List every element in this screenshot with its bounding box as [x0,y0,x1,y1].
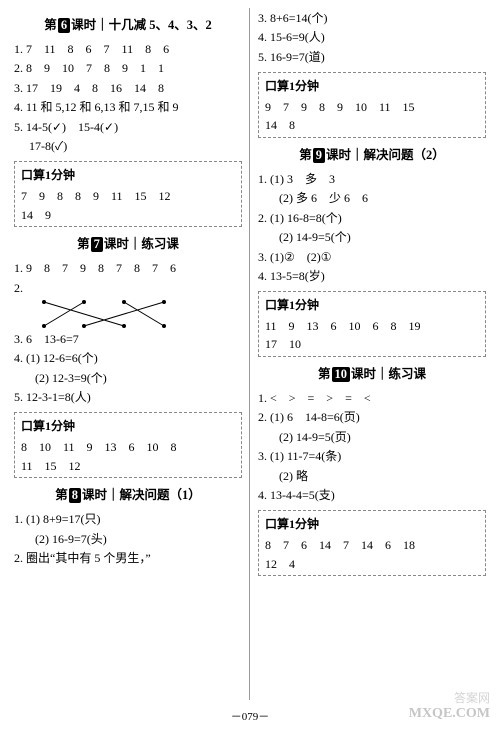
answer-line: 1. 7 11 8 6 7 11 8 6 [14,41,242,58]
kousuan-row: 7 9 8 8 9 11 15 12 [21,187,235,206]
lesson-prefix: 第 [55,488,68,502]
right-column: 3. 8+6=14(个) 4. 15-6=9(人) 5. 16-9=7(道) 口… [250,8,486,700]
matching-diagram [24,299,184,329]
kousuan-title: 口算1分钟 [265,296,479,315]
kousuan-row: 17 10 [265,335,479,354]
kousuan-row: 8 7 6 14 7 14 6 18 [265,536,479,555]
lesson-9-header: 第9课时｜解决问题（2） [258,144,486,163]
kousuan-row: 9 7 9 8 9 10 11 15 [265,98,479,117]
answer-line: 2. 8 9 10 7 8 9 1 1 [14,60,242,77]
kousuan-box: 口算1分钟 11 9 13 6 10 6 8 19 17 10 [258,291,486,357]
lesson-10-header: 第10课时｜练习课 [258,363,486,382]
answer-line: 1. (1) 3 多 3 [258,171,486,188]
answer-line: 1. < > = > = < [258,390,486,407]
kousuan-title: 口算1分钟 [21,417,235,436]
kousuan-title: 口算1分钟 [265,77,479,96]
kousuan-title: 口算1分钟 [265,515,479,534]
answer-line: 17-8(✓) [14,138,242,155]
answer-line: 3. (1) 11-7=4(条) [258,448,486,465]
lesson-prefix: 第 [299,148,312,162]
kousuan-row: 14 9 [21,206,235,225]
kousuan-row: 11 9 13 6 10 6 8 19 [265,317,479,336]
watermark-url: MXQE.COM [409,706,490,722]
answer-line: 4. 15-6=9(人) [258,29,486,46]
lesson-title: 课时｜练习课 [104,237,179,251]
kousuan-box: 口算1分钟 9 7 9 8 9 10 11 15 14 8 [258,72,486,138]
answer-line: 4. 13-5=8(岁) [258,268,486,285]
answer-line: 2. (1) 6 14-8=6(页) [258,409,486,426]
lesson-title: 课时｜解决问题（1） [82,488,201,502]
lesson-6-header: 第6课时｜十几减 5、4、3、2 [14,14,242,33]
kousuan-row: 12 4 [265,555,479,574]
answer-line: (2) 多 6 少 6 6 [258,190,486,207]
lesson-title: 课时｜练习课 [351,367,426,381]
watermark-text: 答案网 [454,689,490,706]
answer-line: 1. (1) 8+9=17(只) [14,511,242,528]
kousuan-box: 口算1分钟 7 9 8 8 9 11 15 12 14 9 [14,161,242,227]
answer-line: (2) 16-9=7(头) [14,531,242,548]
answer-line: 2. (1) 16-8=8(个) [258,210,486,227]
lesson-7-header: 第7课时｜练习课 [14,233,242,252]
lesson-title: 课时｜解决问题（2） [326,148,445,162]
kousuan-row: 8 10 11 9 13 6 10 8 [21,438,235,457]
lesson-title: 课时｜十几减 5、4、3、2 [71,18,212,32]
left-column: 第6课时｜十几减 5、4、3、2 1. 7 11 8 6 7 11 8 6 2.… [14,8,250,700]
lesson-number: 7 [91,237,103,252]
kousuan-box: 口算1分钟 8 7 6 14 7 14 6 18 12 4 [258,510,486,576]
answer-line: 3. 6 13-6=7 [14,331,242,348]
answer-line: 4. 11 和 5,12 和 6,13 和 7,15 和 9 [14,99,242,116]
answer-line: (2) 12-3=9(个) [14,370,242,387]
answer-line: 3. 17 19 4 8 16 14 8 [14,80,242,97]
lesson-number: 6 [58,18,70,33]
answer-line: (2) 14-9=5(页) [258,429,486,446]
lesson-number: 10 [332,367,351,382]
answer-line: 5. 14-5(✓) 15-4(✓) [14,119,242,136]
answer-line: 2. [14,280,242,297]
kousuan-title: 口算1分钟 [21,166,235,185]
answer-line: 4. (1) 12-6=6(个) [14,350,242,367]
answer-line: 5. 16-9=7(道) [258,49,486,66]
kousuan-row: 14 8 [265,116,479,135]
answer-line: (2) 14-9=5(个) [258,229,486,246]
lesson-number: 9 [313,148,325,163]
answer-line: 3. 8+6=14(个) [258,10,486,27]
answer-line: (2) 略 [258,468,486,485]
kousuan-row: 11 15 12 [21,457,235,476]
answer-line: 2. 圈出“其中有 5 个男生，” [14,550,242,567]
lesson-prefix: 第 [77,237,90,251]
answer-line: 4. 13-4-4=5(支) [258,487,486,504]
kousuan-box: 口算1分钟 8 10 11 9 13 6 10 8 11 15 12 [14,412,242,478]
answer-line: 1. 9 8 7 9 8 7 8 7 6 [14,260,242,277]
answer-line: 5. 12-3-1=8(人) [14,389,242,406]
lesson-prefix: 第 [318,367,331,381]
answer-line: 3. (1)② (2)① [258,249,486,266]
lesson-number: 8 [69,488,81,503]
lesson-8-header: 第8课时｜解决问题（1） [14,484,242,503]
lesson-prefix: 第 [44,18,57,32]
